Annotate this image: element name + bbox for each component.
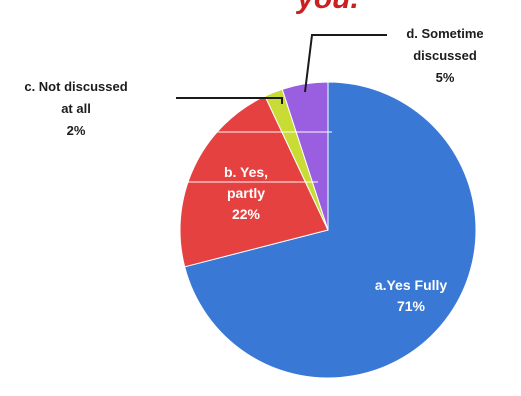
chart-title-fragment: you. bbox=[295, 0, 359, 15]
slice-label-c-line-1: c. Not discussed bbox=[24, 79, 127, 94]
slice-label-a-line-1: a.Yes Fully bbox=[375, 277, 448, 293]
pie-slice-d bbox=[281, 81, 329, 231]
slice-label-d-line-1: d. Sometime bbox=[406, 26, 483, 41]
slice-label-d: d. Sometime discussed 5% bbox=[406, 26, 483, 85]
leader-lines bbox=[176, 34, 387, 104]
slice-label-c-line-3: 2% bbox=[67, 123, 86, 138]
leader-line-c bbox=[176, 97, 283, 104]
slice-label-d-line-2: discussed bbox=[413, 48, 477, 63]
slice-label-d-line-3: 5% bbox=[436, 70, 455, 85]
slice-labels: a.Yes Fully 71% b. Yes, partly 22% c. Not dis… bbox=[24, 26, 483, 314]
slice-label-c-line-2: at all bbox=[61, 101, 91, 116]
slice-label-a: a.Yes Fully 71% bbox=[375, 277, 448, 314]
slice-label-b-line-1: b. Yes, bbox=[224, 164, 268, 180]
slice-label-b-line-2: partly bbox=[227, 185, 265, 201]
slice-label-c: c. Not discussed at all 2% bbox=[24, 79, 127, 138]
pie-slices bbox=[179, 81, 477, 379]
slice-label-b-line-3: 22% bbox=[232, 206, 261, 222]
slice-label-b: b. Yes, partly 22% bbox=[224, 164, 268, 222]
leader-line-d bbox=[304, 34, 387, 93]
pie-slice-a bbox=[184, 81, 477, 379]
slice-label-a-line-2: 71% bbox=[397, 298, 426, 314]
